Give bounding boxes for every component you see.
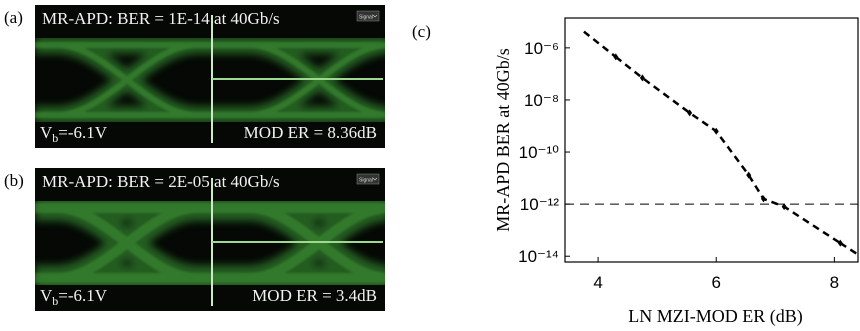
- bias-value: =-6.1V: [58, 286, 107, 305]
- y-axis-label: MR-APD BER at 40Gb/s: [493, 48, 513, 232]
- bias-label: Vb=-6.1V: [40, 286, 108, 308]
- data-line: [616, 57, 840, 243]
- x-tick-label: 8: [830, 273, 839, 292]
- trend-extension: [584, 32, 860, 287]
- figure: (a) MR-APD: BER = 1E-14 at 40Gb/s Signal Vb…: [0, 0, 860, 331]
- y-tick-label: 10⁻¹²: [520, 195, 560, 214]
- x-tick-label: 6: [711, 273, 720, 292]
- panel-label: (a): [4, 8, 23, 27]
- y-tick-label: 10⁻⁶: [524, 39, 559, 58]
- eye-diagram: MR-APD: BER = 1E-14 at 40Gb/s Signal Vb=-6…: [0, 5, 389, 148]
- bias-symbol: V: [40, 123, 53, 142]
- y-tick-label: 10⁻¹⁰: [519, 143, 560, 162]
- mod-er-label: MOD ER = 3.4dB: [252, 286, 377, 305]
- x-tick-label: 4: [593, 273, 602, 292]
- panel-label: (b): [4, 171, 24, 190]
- bias-label: Vb=-6.1V: [40, 123, 108, 145]
- eye-diagram: MR-APD: BER = 2E-05 at 40Gb/s Signal Vb=-6…: [0, 168, 389, 311]
- y-tick-label: 10⁻⁸: [524, 91, 559, 110]
- x-axis-label: LN MZI-MOD ER (dB): [628, 306, 802, 327]
- y-tick-label: 10⁻¹⁴: [518, 247, 559, 266]
- signal-button-label: Signal: [359, 15, 373, 21]
- panel-label: (c): [412, 22, 431, 41]
- mod-er-label: MOD ER = 8.36dB: [244, 123, 377, 142]
- signal-button-label: Signal: [359, 178, 373, 184]
- bias-symbol: V: [40, 286, 53, 305]
- eye-title: MR-APD: BER = 2E-05 at 40Gb/s: [42, 172, 280, 191]
- bias-value: =-6.1V: [58, 123, 107, 142]
- eye-title: MR-APD: BER = 1E-14 at 40Gb/s: [42, 9, 280, 28]
